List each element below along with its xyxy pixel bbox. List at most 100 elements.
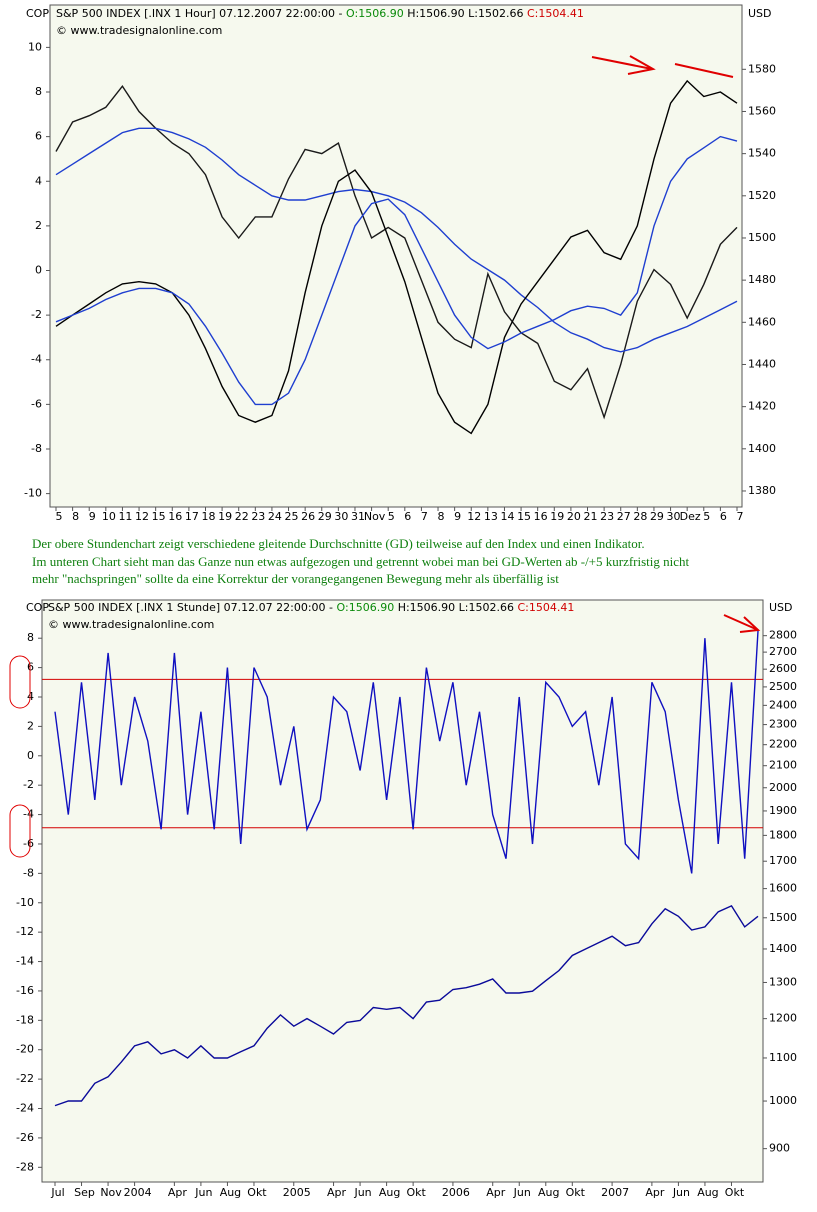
x-tick-label: Okt: [725, 1186, 745, 1199]
y-tick-label: -28: [16, 1160, 34, 1173]
y2-tick-label: 1440: [748, 357, 776, 370]
y2-tick-label: 1540: [748, 147, 776, 160]
y2-tick-label: 1000: [769, 1094, 797, 1107]
chart: COP USD S&P 500 INDEX [.INX 1 Stunde] 07.1…: [16, 599, 797, 1199]
x-tick-label: Jun: [513, 1186, 531, 1199]
y2-tick-label: 1300: [769, 975, 797, 988]
y2-tick-label: 2700: [769, 645, 797, 658]
y2-tick-label: 2600: [769, 662, 797, 675]
x-tick-label: Jun: [194, 1186, 212, 1199]
y-tick-label: 8: [35, 85, 42, 98]
x-tick-label: 12: [467, 510, 481, 523]
y2-tick-label: 1800: [769, 828, 797, 841]
x-tick-label: 14: [500, 510, 514, 523]
copyright: © www.tradesignalonline.com: [48, 618, 214, 631]
y-tick-label: -8: [31, 442, 42, 455]
arrow: [591, 56, 653, 70]
highlight: [9, 655, 31, 709]
y-tick-label: 4: [35, 174, 42, 187]
x-tick-label: 16: [168, 510, 182, 523]
y-tick-label: 10: [28, 40, 42, 53]
caption-line: mehr "nachspringen" sollte da eine Korre…: [32, 571, 559, 586]
y2-tick-label: 1700: [769, 854, 797, 867]
series-line: [55, 135, 738, 406]
y-tick-label: -2: [23, 778, 34, 791]
y2-tick-label: 1580: [748, 62, 776, 75]
y-tick-label: -6: [23, 837, 34, 850]
x-tick-label: 9: [89, 510, 96, 523]
x-tick-label: Aug: [379, 1186, 400, 1199]
x-tick-label: 5: [388, 510, 395, 523]
arrow: [674, 63, 734, 78]
x-tick-label: 28: [633, 510, 647, 523]
y2-tick-label: 2500: [769, 680, 797, 693]
left-axis-label: COP: [26, 7, 49, 20]
x-tick-label: Apr: [486, 1186, 506, 1199]
header-open: O:1506.90: [337, 601, 395, 614]
x-tick-label: 6: [404, 510, 411, 523]
x-tick-label: 8: [438, 510, 445, 523]
x-tick-label: 8: [72, 510, 79, 523]
x-tick-label: 20: [567, 510, 581, 523]
x-tick-label: 22: [235, 510, 249, 523]
y-tick-label: -14: [16, 955, 34, 968]
x-tick-label: 25: [285, 510, 299, 523]
x-tick-label: Okt: [247, 1186, 267, 1199]
right-axis-label: USD: [769, 601, 793, 614]
x-tick-label: 2004: [124, 1186, 152, 1199]
x-tick-label: 16: [534, 510, 548, 523]
y2-tick-label: 1460: [748, 315, 776, 328]
x-tick-label: 15: [152, 510, 166, 523]
x-tick-label: Aug: [220, 1186, 241, 1199]
header-open: O:1506.90: [346, 7, 404, 20]
series-line: [55, 85, 738, 420]
header: S&P 500 INDEX [.INX 1 Stunde] 07.12.07 2…: [48, 601, 574, 614]
x-tick-label: Apr: [645, 1186, 665, 1199]
y2-tick-label: 2800: [769, 629, 797, 642]
x-tick-label: Nov: [100, 1186, 122, 1199]
arrow-head: [739, 616, 761, 633]
x-tick-label: 7: [737, 510, 744, 523]
chart: COP USD S&P 500 INDEX [.INX 1 Hour] 07.12.…: [24, 4, 776, 523]
header-close: C:1504.41: [518, 601, 575, 614]
x-tick-label: Sep: [74, 1186, 95, 1199]
header-instrument: S&P 500 INDEX [.INX 1 Hour] 07.12.2007 2…: [56, 7, 346, 20]
x-tick-label: Dez: [680, 510, 701, 523]
x-tick-label: 9: [454, 510, 461, 523]
x-tick-label: Jul: [50, 1186, 64, 1199]
x-tick-label: Apr: [327, 1186, 347, 1199]
x-tick-label: 15: [517, 510, 531, 523]
y2-tick-label: 1480: [748, 273, 776, 286]
y-tick-label: -22: [16, 1072, 34, 1085]
x-tick-label: Aug: [538, 1186, 559, 1199]
y-tick-label: -16: [16, 984, 34, 997]
x-tick-label: 5: [56, 510, 63, 523]
header-close: C:1504.41: [527, 7, 584, 20]
arrow-head: [627, 55, 656, 75]
x-tick-label: 17: [185, 510, 199, 523]
y2-tick-label: 1380: [748, 484, 776, 497]
x-tick-label: 2005: [283, 1186, 311, 1199]
x-tick-label: 23: [251, 510, 265, 523]
y-tick-label: -10: [16, 896, 34, 909]
x-tick-label: Nov: [364, 510, 386, 523]
y2-tick-label: 1400: [769, 942, 797, 955]
y2-tick-label: 1560: [748, 104, 776, 117]
series-line: [54, 630, 759, 874]
y-tick-label: -18: [16, 1013, 34, 1026]
y2-tick-label: 1500: [748, 231, 776, 244]
y2-tick-label: 2400: [769, 698, 797, 711]
x-tick-label: Jun: [353, 1186, 371, 1199]
y-tick-label: 2: [35, 219, 42, 232]
y-tick-label: -12: [16, 925, 34, 938]
x-tick-label: 21: [584, 510, 598, 523]
y2-tick-label: 2000: [769, 781, 797, 794]
x-tick-label: 29: [318, 510, 332, 523]
y-tick-label: 2: [27, 719, 34, 732]
y2-tick-label: 1200: [769, 1012, 797, 1025]
series-line: [55, 127, 738, 353]
y-tick-label: -8: [23, 866, 34, 879]
y2-tick-label: 1420: [748, 400, 776, 413]
header-high-low: H:1506.90 L:1502.66: [407, 7, 523, 20]
